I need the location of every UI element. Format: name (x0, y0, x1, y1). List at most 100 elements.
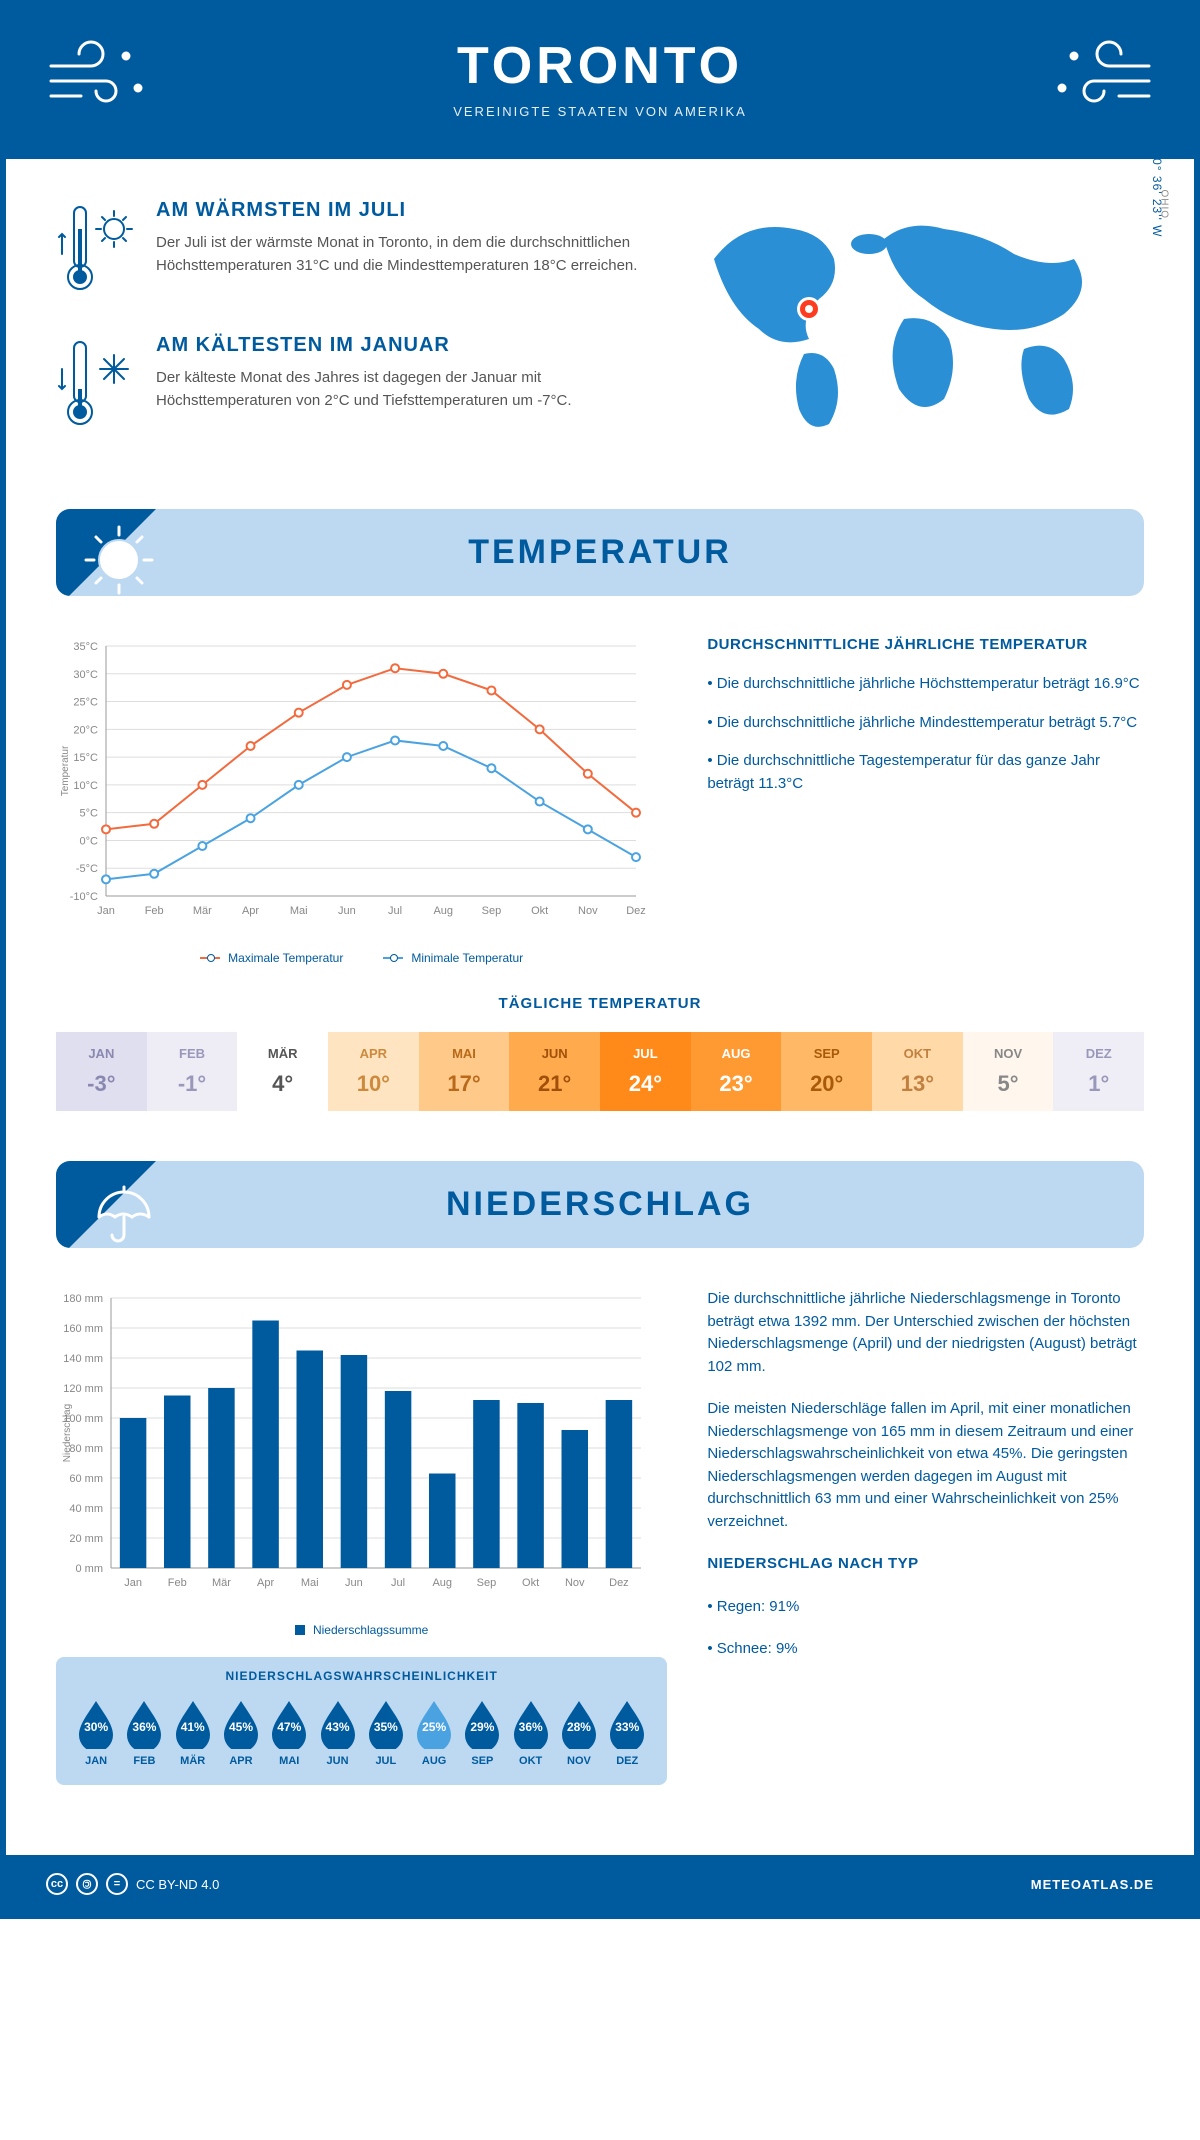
temp-cell: JUN21° (509, 1032, 600, 1111)
content: AM WÄRMSTEN IM JULI Der Juli ist der wär… (6, 159, 1194, 1855)
svg-text:Apr: Apr (242, 905, 259, 917)
coldest-title: AM KÄLTESTEN IM JANUAR (156, 334, 654, 357)
svg-text:20°C: 20°C (73, 724, 98, 736)
temperature-line-chart: -10°C-5°C0°C5°C10°C15°C20°C25°C30°C35°CJ… (56, 636, 667, 965)
precip-type-title: NIEDERSCHLAG NACH TYP (707, 1553, 1144, 1576)
drop-cell: 36%OKT (507, 1697, 555, 1767)
svg-text:Jun: Jun (345, 1577, 363, 1589)
legend-min: Minimale Temperatur (411, 951, 523, 965)
drop-cell: 45%APR (217, 1697, 265, 1767)
temp-cell: MAI17° (419, 1032, 510, 1111)
temp-summary-title: DURCHSCHNITTLICHE JÄHRLICHE TEMPERATUR (707, 636, 1144, 653)
precipitation-chart-row: 0 mm20 mm40 mm60 mm80 mm100 mm120 mm140 … (56, 1288, 1144, 1785)
svg-text:Okt: Okt (522, 1577, 539, 1589)
precipitation-bar-chart: 0 mm20 mm40 mm60 mm80 mm100 mm120 mm140 … (56, 1288, 667, 1785)
drop-cell: 47%MAI (265, 1697, 313, 1767)
coordinates: 40° 27' 39'' N — 80° 36' 23'' W (1150, 44, 1164, 237)
temperature-summary: DURCHSCHNITTLICHE JÄHRLICHE TEMPERATUR •… (707, 636, 1144, 965)
svg-text:Mär: Mär (212, 1577, 231, 1589)
license-text: CC BY-ND 4.0 (136, 1877, 219, 1892)
svg-text:Feb: Feb (168, 1577, 187, 1589)
footer: cc 🄯 = CC BY-ND 4.0 METEOATLAS.DE (6, 1855, 1194, 1913)
svg-text:Temperatur: Temperatur (60, 745, 71, 796)
svg-text:Jul: Jul (391, 1577, 405, 1589)
svg-text:15°C: 15°C (73, 752, 98, 764)
city-title: TORONTO (26, 36, 1174, 96)
drop-cell: 35%JUL (362, 1697, 410, 1767)
temperature-legend: Maximale Temperatur Minimale Temperatur (56, 951, 667, 965)
drop-cell: 29%SEP (458, 1697, 506, 1767)
license-block: cc 🄯 = CC BY-ND 4.0 (46, 1873, 219, 1895)
thermometer-sun-icon (56, 199, 136, 304)
precip-type-item: • Regen: 91% (707, 1596, 1144, 1619)
svg-text:Mai: Mai (301, 1577, 319, 1589)
nd-icon: = (106, 1873, 128, 1895)
warmest-title: AM WÄRMSTEN IM JULI (156, 199, 654, 222)
svg-text:120 mm: 120 mm (63, 1383, 103, 1395)
warmest-text: Der Juli ist der wärmste Monat in Toront… (156, 232, 654, 277)
warmest-block: AM WÄRMSTEN IM JULI Der Juli ist der wär… (56, 199, 654, 304)
probability-title: NIEDERSCHLAGSWAHRSCHEINLICHKEIT (72, 1669, 651, 1683)
svg-text:Sep: Sep (482, 905, 502, 917)
svg-text:0°C: 0°C (80, 835, 99, 847)
precip-type-item: • Schnee: 9% (707, 1638, 1144, 1661)
precip-text: Die durchschnittliche jährliche Niedersc… (707, 1288, 1144, 1378)
svg-text:60 mm: 60 mm (69, 1473, 103, 1485)
svg-text:Aug: Aug (432, 1577, 452, 1589)
precip-text: Die meisten Niederschläge fallen im Apri… (707, 1398, 1144, 1533)
site-name: METEOATLAS.DE (1031, 1877, 1154, 1892)
temp-cell: APR10° (328, 1032, 419, 1111)
svg-text:Nov: Nov (578, 905, 598, 917)
drop-cell: 43%JUN (313, 1697, 361, 1767)
svg-text:20 mm: 20 mm (69, 1533, 103, 1545)
svg-text:30°C: 30°C (73, 669, 98, 681)
precipitation-heading: NIEDERSCHLAG (76, 1185, 1124, 1224)
svg-text:Mai: Mai (290, 905, 308, 917)
country-subtitle: VEREINIGTE STAATEN VON AMERIKA (26, 104, 1174, 119)
svg-text:Apr: Apr (257, 1577, 274, 1589)
drop-cell: 36%FEB (120, 1697, 168, 1767)
svg-text:35°C: 35°C (73, 641, 98, 653)
world-map-icon (694, 199, 1114, 439)
temp-cell: MÄR4° (237, 1032, 328, 1111)
precipitation-summary: Die durchschnittliche jährliche Niedersc… (707, 1288, 1144, 1785)
temperature-banner: TEMPERATUR (56, 509, 1144, 596)
svg-text:-10°C: -10°C (70, 891, 98, 903)
temp-summary-item: • Die durchschnittliche Tagestemperatur … (707, 750, 1144, 795)
svg-text:Aug: Aug (433, 905, 453, 917)
svg-text:Niederschlag: Niederschlag (62, 1404, 73, 1462)
probability-drops: 30%JAN36%FEB41%MÄR45%APR47%MAI43%JUN35%J… (72, 1697, 651, 1767)
by-icon: 🄯 (76, 1873, 98, 1895)
drop-cell: 25%AUG (410, 1697, 458, 1767)
temp-cell: SEP20° (781, 1032, 872, 1111)
svg-text:Dez: Dez (626, 905, 646, 917)
intro-section: AM WÄRMSTEN IM JULI Der Juli ist der wär… (56, 199, 1144, 469)
svg-text:160 mm: 160 mm (63, 1323, 103, 1335)
coldest-text: Der kälteste Monat des Jahres ist dagege… (156, 367, 654, 412)
svg-text:40 mm: 40 mm (69, 1503, 103, 1515)
daily-temp-grid: JAN-3°FEB-1°MÄR4°APR10°MAI17°JUN21°JUL24… (56, 1032, 1144, 1111)
svg-text:Feb: Feb (145, 905, 164, 917)
legend-max: Maximale Temperatur (228, 951, 343, 965)
daily-temp-title: TÄGLICHE TEMPERATUR (56, 995, 1144, 1012)
svg-text:Okt: Okt (531, 905, 548, 917)
svg-text:80 mm: 80 mm (69, 1443, 103, 1455)
svg-text:Jan: Jan (97, 905, 115, 917)
temp-cell: OKT13° (872, 1032, 963, 1111)
temp-cell: JAN-3° (56, 1032, 147, 1111)
precipitation-legend: Niederschlagssumme (56, 1623, 667, 1637)
svg-text:Nov: Nov (565, 1577, 585, 1589)
header: TORONTO VEREINIGTE STAATEN VON AMERIKA (6, 6, 1194, 159)
svg-text:0 mm: 0 mm (76, 1563, 104, 1575)
thermometer-snow-icon (56, 334, 136, 439)
temperature-heading: TEMPERATUR (76, 533, 1124, 572)
drop-cell: 41%MÄR (169, 1697, 217, 1767)
umbrella-icon (84, 1177, 154, 1248)
svg-text:25°C: 25°C (73, 697, 98, 709)
coldest-block: AM KÄLTESTEN IM JANUAR Der kälteste Mona… (56, 334, 654, 439)
svg-text:180 mm: 180 mm (63, 1293, 103, 1305)
cc-icon: cc (46, 1873, 68, 1895)
legend-precip: Niederschlagssumme (313, 1623, 428, 1637)
probability-box: NIEDERSCHLAGSWAHRSCHEINLICHKEIT 30%JAN36… (56, 1657, 667, 1785)
precipitation-banner: NIEDERSCHLAG (56, 1161, 1144, 1248)
